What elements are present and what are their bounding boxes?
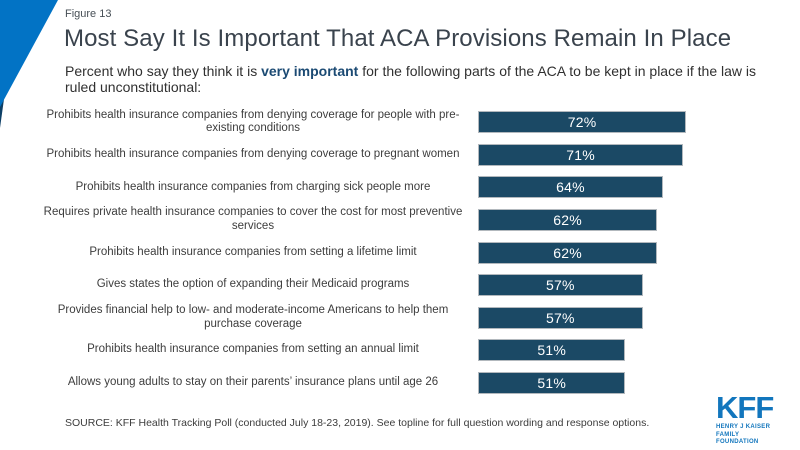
chart-row: Provides financial help to low- and mode…	[36, 301, 769, 334]
bar-value: 57%	[546, 277, 575, 294]
bar-track: 51%	[478, 371, 767, 394]
bar-track: 51%	[478, 339, 767, 362]
bar-track: 57%	[478, 306, 767, 329]
bar-label: Prohibits health insurance companies fro…	[87, 343, 419, 356]
bar: 62%	[478, 208, 658, 231]
bar-track: 62%	[478, 241, 767, 264]
subtitle: Percent who say they think it is very im…	[65, 63, 777, 95]
subtitle-suffix: for the following parts of the ACA to be…	[65, 63, 757, 96]
bar-track: 71%	[478, 143, 767, 166]
bar-value: 51%	[537, 342, 566, 359]
subtitle-emphasis: very important	[261, 63, 359, 79]
bar: 51%	[478, 339, 626, 362]
kff-logo-subtext: HENRY J KAISER FAMILY FOUNDATION	[716, 424, 780, 447]
source-text: SOURCE: KFF Health Tracking Poll (conduc…	[65, 417, 650, 429]
chart-row: Gives states the option of expanding the…	[36, 269, 769, 302]
bar: 57%	[478, 274, 643, 297]
bar: 57%	[478, 306, 643, 329]
bar-label: Prohibits health insurance companies fro…	[89, 245, 417, 258]
bar-label: Prohibits health insurance companies fro…	[46, 148, 460, 161]
kff-logo-text: KFF	[716, 390, 774, 425]
bar-label: Prohibits health insurance companies fro…	[46, 108, 460, 135]
bar: 72%	[478, 111, 687, 134]
bar: 62%	[478, 241, 658, 264]
bar-value: 51%	[537, 374, 566, 391]
bar-value: 64%	[556, 179, 585, 196]
bar-value: 57%	[546, 309, 575, 326]
kff-logo-line2: FAMILY FOUNDATION	[716, 431, 759, 446]
bar-label: Gives states the option of expanding the…	[96, 278, 410, 291]
chart-row: Prohibits health insurance companies fro…	[36, 171, 769, 204]
bar-value: 62%	[553, 244, 582, 261]
kff-logo: KFF HENRY J KAISER FAMILY FOUNDATION	[716, 392, 780, 447]
bar-value: 71%	[566, 146, 595, 163]
bar: 71%	[478, 143, 684, 166]
bar-track: 62%	[478, 208, 767, 231]
kff-logo-line1: HENRY J KAISER	[716, 424, 771, 430]
bar-track: 72%	[478, 111, 767, 134]
bar-track: 64%	[478, 176, 767, 199]
page-title: Most Say It Is Important That ACA Provis…	[64, 25, 732, 52]
corner-triangle-blue	[0, 0, 58, 107]
bar-value: 72%	[567, 114, 597, 131]
chart-row: Prohibits health insurance companies fro…	[36, 106, 769, 139]
bar-track: 57%	[478, 274, 767, 297]
bar-label: Provides financial help to low- and mode…	[57, 304, 449, 330]
chart-row: Allows young adults to stay on their par…	[36, 367, 769, 400]
bar-value: 62%	[553, 211, 582, 228]
bar: 64%	[478, 176, 663, 199]
bar-label: Requires private health insurance compan…	[43, 206, 463, 232]
bar-chart: Prohibits health insurance companies fro…	[36, 106, 769, 399]
chart-row: Requires private health insurance compan…	[36, 204, 769, 237]
bar: 51%	[478, 371, 626, 394]
chart-row: Prohibits health insurance companies fro…	[36, 139, 769, 172]
chart-row: Prohibits health insurance companies fro…	[36, 236, 769, 269]
bar-label: Prohibits health insurance companies fro…	[75, 180, 431, 193]
chart-row: Prohibits health insurance companies fro…	[36, 334, 769, 367]
figure-label: Figure 13	[65, 8, 112, 20]
bar-label: Allows young adults to stay on their par…	[67, 376, 439, 388]
subtitle-prefix: Percent who say they think it is	[65, 63, 262, 79]
corner-decoration	[0, 0, 58, 128]
